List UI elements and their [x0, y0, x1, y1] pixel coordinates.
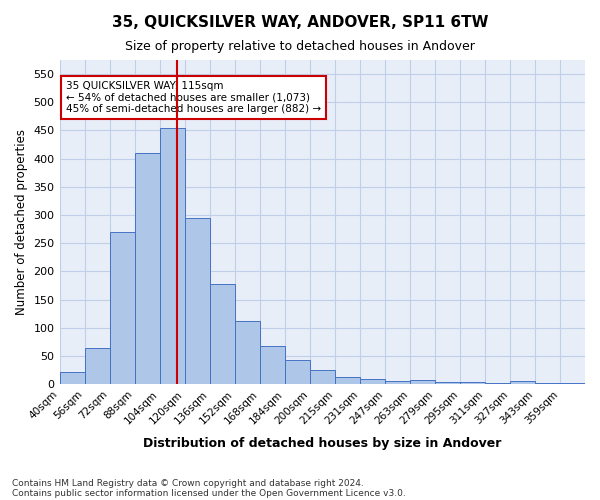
Bar: [535, 383, 560, 384]
Bar: [160, 128, 185, 384]
Bar: [560, 383, 585, 384]
Bar: [285, 360, 310, 384]
Bar: [260, 346, 285, 384]
Bar: [310, 370, 335, 384]
Bar: [335, 377, 360, 384]
Bar: [435, 382, 460, 384]
Bar: [59, 372, 85, 384]
Text: Size of property relative to detached houses in Andover: Size of property relative to detached ho…: [125, 40, 475, 53]
X-axis label: Distribution of detached houses by size in Andover: Distribution of detached houses by size …: [143, 437, 502, 450]
Bar: [110, 232, 134, 384]
Bar: [360, 378, 385, 384]
Bar: [510, 382, 535, 384]
Text: 35, QUICKSILVER WAY, ANDOVER, SP11 6TW: 35, QUICKSILVER WAY, ANDOVER, SP11 6TW: [112, 15, 488, 30]
Bar: [235, 321, 260, 384]
Text: 35 QUICKSILVER WAY: 115sqm
← 54% of detached houses are smaller (1,073)
45% of s: 35 QUICKSILVER WAY: 115sqm ← 54% of deta…: [66, 81, 321, 114]
Text: Contains public sector information licensed under the Open Government Licence v3: Contains public sector information licen…: [12, 488, 406, 498]
Bar: [209, 284, 235, 384]
Bar: [410, 380, 435, 384]
Y-axis label: Number of detached properties: Number of detached properties: [15, 129, 28, 315]
Bar: [185, 218, 209, 384]
Bar: [485, 383, 510, 384]
Bar: [134, 153, 160, 384]
Bar: [85, 348, 110, 384]
Bar: [460, 382, 485, 384]
Text: Contains HM Land Registry data © Crown copyright and database right 2024.: Contains HM Land Registry data © Crown c…: [12, 478, 364, 488]
Bar: [385, 381, 410, 384]
